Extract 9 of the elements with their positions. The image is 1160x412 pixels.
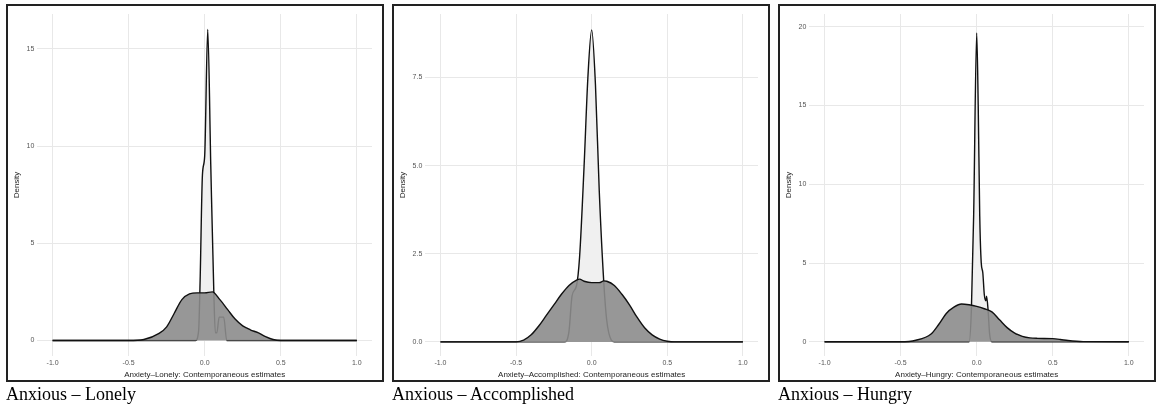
x-axis-title: Anxiety–Accomplished: Contemporaneous estimates [498, 370, 686, 380]
text: Anxious – Accomplished [392, 384, 575, 405]
y-axis-title: Density [398, 171, 407, 199]
x-axis-title: Anxiety–Hungry: Contemporaneous estimates [895, 370, 1059, 380]
y-axis-title: Density [12, 171, 21, 199]
text: Anxious – Lonely [6, 384, 137, 405]
text: Anxious – Hungry [778, 384, 913, 405]
y-axis-title: Density [784, 171, 793, 199]
x-axis-title: Anxiety–Lonely: Contemporaneous estimates [124, 370, 286, 380]
